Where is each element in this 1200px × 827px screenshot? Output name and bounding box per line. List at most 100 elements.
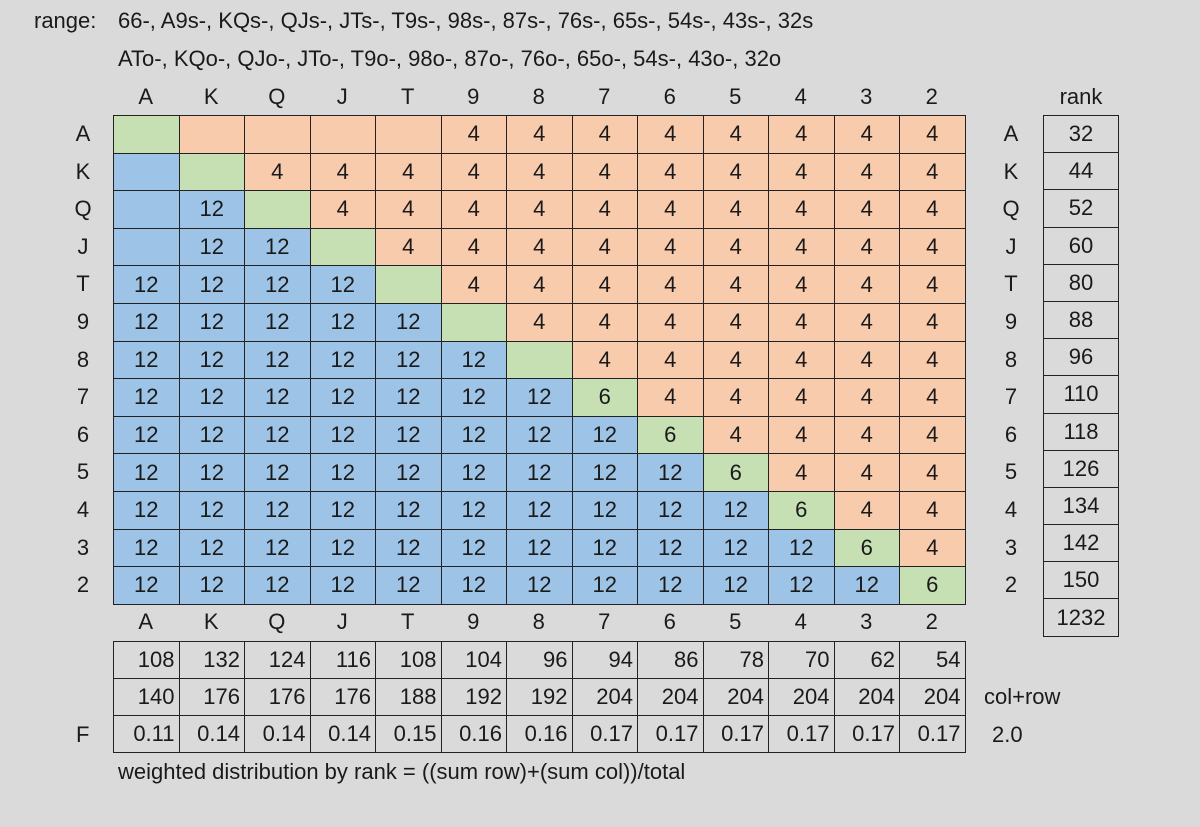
rank-total-cell: 118	[1044, 413, 1119, 451]
offsuit-cell	[114, 153, 180, 192]
suited-cell: 4	[900, 303, 966, 342]
offsuit-cell: 12	[507, 379, 573, 417]
offsuit-cell: 12	[310, 529, 376, 568]
column-label: 8	[532, 609, 545, 634]
col-row-cell: 188	[376, 679, 442, 716]
rank-total-cell: 134	[1044, 487, 1119, 526]
offsuit-cell: 12	[114, 567, 180, 605]
offsuit-cell: 12	[114, 266, 180, 304]
f-value-cell: 0.14	[245, 716, 311, 753]
f-value-cell: 0.17	[703, 716, 769, 753]
f-value-cell: 0.14	[310, 716, 376, 753]
offsuit-cell: 12	[507, 416, 573, 455]
suited-cell: 4	[376, 191, 442, 229]
column-label: 5	[729, 609, 742, 634]
offsuit-cell: 12	[310, 341, 376, 380]
column-label: 7	[598, 84, 611, 109]
suited-cell: 4	[834, 116, 900, 154]
pair-cell	[441, 303, 507, 342]
offsuit-cell: 12	[310, 416, 376, 455]
col-row-cell: 192	[507, 679, 573, 716]
suited-cell: 4	[638, 266, 704, 304]
suited-cell: 4	[900, 379, 966, 417]
col-row-cell: 204	[834, 679, 900, 716]
pair-cell	[245, 191, 311, 229]
column-label: 6	[663, 609, 676, 634]
f-value-cell: 0.16	[507, 716, 573, 753]
f-value-cell: 0.11	[114, 716, 180, 753]
column-label: 6	[663, 84, 676, 109]
rank-header: rank	[1059, 84, 1103, 109]
row-label: 9	[1004, 309, 1018, 334]
rank-total-cell: 88	[1044, 301, 1119, 340]
pair-cell	[507, 341, 573, 380]
column-label: J	[336, 609, 348, 634]
suited-cell: 4	[638, 191, 704, 229]
offsuit-cell: 12	[179, 491, 245, 530]
col-sum-cell: 124	[245, 642, 311, 679]
f-value-cell: 0.17	[900, 716, 966, 753]
offsuit-cell: 12	[769, 529, 835, 568]
offsuit-cell: 12	[376, 567, 442, 605]
row-label: K	[1003, 158, 1019, 184]
row-label: 8	[1004, 346, 1018, 372]
offsuit-cell: 12	[245, 567, 311, 605]
col-row-cell: 176	[310, 679, 376, 716]
offsuit-cell: 12	[441, 416, 507, 455]
range-line-2: ATo-, KQo-, QJo-, JTo-, T9o-, 98o-, 87o-…	[118, 46, 782, 71]
suited-cell: 4	[769, 303, 835, 342]
row-label: Q	[74, 196, 92, 222]
row-label: J	[77, 233, 89, 259]
column-label: K	[203, 84, 219, 109]
suited-cell: 4	[703, 266, 769, 304]
offsuit-cell: 12	[507, 491, 573, 530]
suited-cell: 4	[834, 266, 900, 304]
col-row-cell: 204	[769, 679, 835, 716]
rank-total-cell: 126	[1044, 450, 1119, 488]
row-label: T	[1004, 271, 1018, 297]
col-sum-cell: 108	[114, 642, 180, 679]
col-row-cell: 140	[114, 679, 180, 716]
offsuit-cell: 12	[572, 491, 638, 530]
suited-cell: 4	[376, 228, 442, 267]
suited-cell: 4	[769, 228, 835, 267]
column-label: 4	[794, 84, 807, 109]
row-label: T	[76, 271, 90, 297]
suited-cell: 4	[572, 303, 638, 342]
suited-cell: 4	[834, 379, 900, 417]
col-sum-cell: 54	[900, 642, 966, 679]
offsuit-cell: 12	[245, 454, 311, 492]
suited-cell: 4	[703, 191, 769, 229]
offsuit-cell: 12	[572, 529, 638, 568]
offsuit-cell: 12	[245, 266, 311, 304]
suited-cell: 4	[769, 454, 835, 492]
col-row-cell: 176	[245, 679, 311, 716]
col-sum-cell: 86	[638, 642, 704, 679]
col-sum-cell: 96	[507, 642, 573, 679]
offsuit-cell: 12	[179, 416, 245, 455]
suited-cell: 4	[834, 191, 900, 229]
suited-cell: 4	[507, 266, 573, 304]
pair-cell	[376, 266, 442, 304]
offsuit-cell	[114, 228, 180, 267]
offsuit-cell: 12	[114, 341, 180, 380]
row-label: 2	[1004, 572, 1018, 598]
row-label: Q	[1002, 196, 1020, 222]
column-label: 7	[598, 609, 611, 634]
rank-total-cell: 142	[1044, 525, 1119, 563]
offsuit-cell: 12	[114, 416, 180, 455]
row-label: 7	[76, 384, 90, 410]
suited-cell	[179, 116, 245, 154]
rank-total-cell: 150	[1044, 562, 1119, 600]
column-label: 4	[794, 609, 807, 634]
suited-cell: 4	[441, 191, 507, 229]
offsuit-cell: 12	[376, 454, 442, 492]
suited-cell: 4	[638, 341, 704, 380]
suited-cell: 4	[769, 416, 835, 455]
offsuit-cell: 12	[376, 303, 442, 342]
offsuit-cell: 12	[179, 341, 245, 380]
suited-cell: 4	[441, 266, 507, 304]
rank-total-cell: 52	[1044, 190, 1119, 228]
row-label: J	[1005, 233, 1017, 259]
row-label: 3	[76, 534, 90, 560]
